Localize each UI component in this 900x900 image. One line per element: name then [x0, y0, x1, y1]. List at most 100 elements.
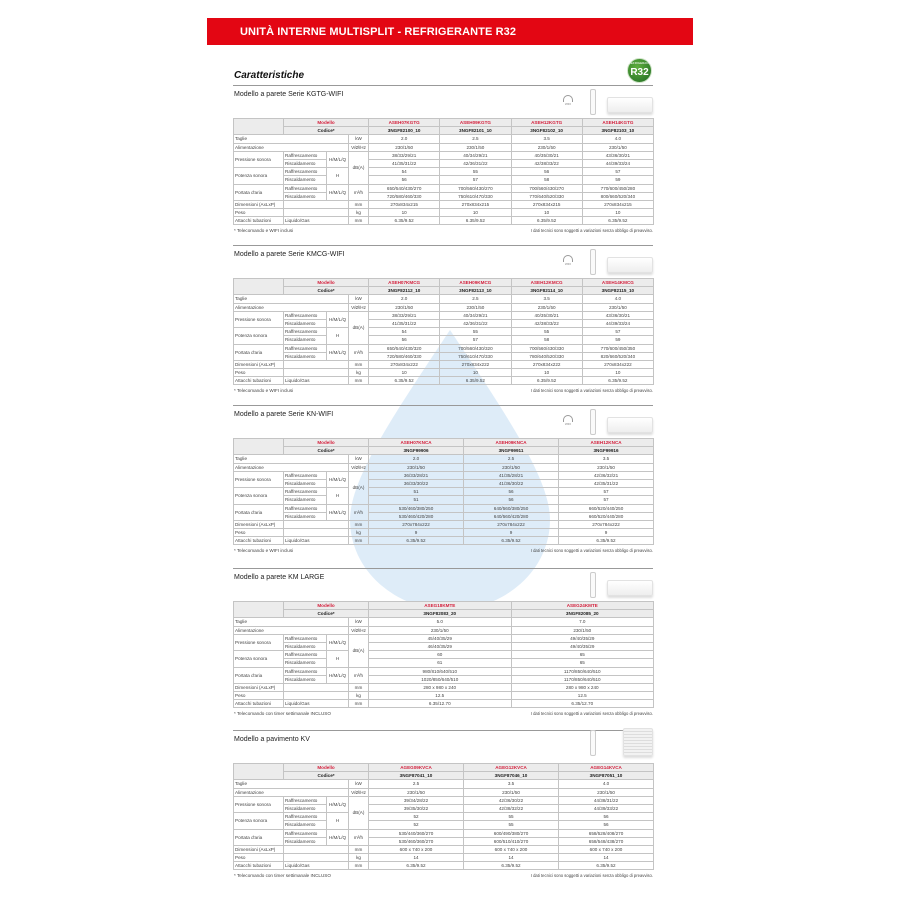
model-name: ASEH14KMCG: [581, 277, 655, 288]
row-label: H: [326, 167, 349, 185]
model-code: 3NGF82113_10: [439, 286, 512, 296]
value-cell: 230/1/50: [439, 302, 512, 312]
value-cell: 230/1/50: [368, 302, 441, 312]
footnote: * Telecomando e WIFI inclusi: [234, 388, 294, 393]
value-cell: 6.35/12.70: [368, 699, 512, 709]
row-label: Potenza sonora: [233, 650, 284, 668]
row-label: kW: [347, 454, 370, 464]
value-cell: 10: [510, 208, 583, 218]
value-cell: 650/540/430/320: [368, 343, 441, 353]
value-cell: 270x834x215: [439, 199, 512, 210]
value-cell: 10: [439, 208, 512, 218]
spec-table: Modello ASEH07KGTG ASEH09KGTG ASEH12KGTG ASE…: [233, 117, 655, 226]
row-label: Riscaldamento: [283, 335, 327, 345]
row-label: m³/h: [347, 666, 370, 684]
value-cell: 57: [581, 167, 655, 177]
value-cell: 230/1/50: [439, 142, 512, 152]
codice-label: Codice*: [282, 609, 370, 619]
row-label: kg: [347, 368, 370, 378]
value-cell: 9: [368, 528, 465, 538]
row-label: Peso: [233, 528, 284, 538]
value-cell: 57: [558, 487, 655, 497]
row-label: Raffrescamento: [283, 503, 327, 513]
wifi-icon: WIFI: [563, 415, 573, 427]
row-label: Raffrescamento: [283, 633, 327, 643]
value-cell: 280 x 980 x 240: [368, 682, 512, 693]
blank-cell: [283, 208, 349, 218]
codice-label: Codice*: [282, 771, 370, 781]
value-cell: 10: [581, 208, 655, 218]
value-cell: 230/1/50: [510, 142, 583, 152]
row-label: Attacchi tubazioni: [233, 376, 284, 386]
value-cell: 42/38/32/22: [463, 803, 560, 814]
blank-cell: [283, 359, 349, 370]
value-cell: 230/1/50: [368, 625, 512, 635]
value-cell: 530/460/380/250: [368, 503, 465, 513]
model-name: ASEH07KNCA: [368, 437, 465, 448]
row-label: Portata d'aria: [233, 828, 284, 846]
modello-label: Modello: [282, 277, 370, 288]
wifi-label: WIFI: [564, 102, 572, 106]
row-label: Taglie: [233, 779, 349, 789]
row-label: Alimentazione: [233, 625, 349, 635]
product-images: WIFI: [563, 247, 653, 277]
row-label: Riscaldamento: [283, 318, 327, 329]
row-label: V/Ø/Hz: [347, 462, 370, 472]
value-cell: 800/660/520/340: [581, 191, 655, 201]
divider: [233, 85, 653, 86]
model-name: AGEG09KVCA: [368, 762, 465, 773]
value-cell: 57: [439, 335, 512, 345]
row-label: mm: [347, 359, 370, 370]
wifi-icon: WIFI: [563, 95, 573, 107]
value-cell: 770/640/520/330: [510, 191, 583, 201]
row-label: dB(A): [347, 150, 370, 185]
modello-label: Modello: [282, 600, 370, 611]
row-label: Attacchi tubazioni: [233, 216, 284, 226]
value-cell: 230/1/50: [368, 787, 465, 797]
row-label: mm: [347, 699, 370, 709]
value-cell: 4.0: [558, 779, 655, 789]
value-cell: 600 x 740 x 200: [463, 844, 560, 855]
value-cell: 41/35/31/22: [368, 318, 441, 329]
row-label: H: [326, 487, 349, 505]
row-label: dB(A): [347, 310, 370, 345]
value-cell: 41/35/28/21: [463, 470, 560, 480]
disclaimer: I dati tecnici sono soggetti a variazion…: [530, 228, 653, 233]
row-label: dB(A): [347, 795, 370, 830]
value-cell: 58: [510, 335, 583, 345]
row-label: H/M/L/Q: [326, 470, 349, 489]
value-cell: 720/580/460/330: [368, 191, 441, 201]
row-label: Pressione sonora: [233, 633, 284, 652]
value-cell: 230/1/50: [368, 142, 441, 152]
modello-label: Modello: [282, 117, 370, 128]
model-name: ASEH09KMCG: [439, 277, 512, 288]
model-name: AGEG12KVCA: [463, 762, 560, 773]
row-label: Taglie: [233, 134, 349, 144]
row-label: mm: [347, 844, 370, 855]
badge-small-text: REFRIGERANT: [628, 61, 651, 65]
model-name: ASEH14KGTG: [581, 117, 655, 128]
row-label: kg: [347, 208, 370, 218]
value-cell: 700/560/430/270: [439, 183, 512, 193]
value-cell: 42/36/32/21: [558, 470, 655, 480]
value-cell: 6.35/9.52: [463, 861, 560, 871]
codice-label: Codice*: [282, 126, 370, 136]
row-label: H/M/L/Q: [326, 633, 349, 652]
value-cell: 54: [368, 327, 441, 337]
row-label: Liquido/Gas: [283, 376, 349, 386]
row-label: Dimensioni (AxLxP): [233, 199, 284, 210]
value-cell: 54: [368, 167, 441, 177]
value-cell: 270x834x215: [581, 199, 655, 210]
spec-section: Modello a parete KM LARGE Modello ASEG18K…: [233, 568, 655, 718]
value-cell: 46/40/35/29: [368, 641, 512, 652]
value-cell: 600/510/410/270: [463, 836, 560, 846]
row-label: Liquido/Gas: [283, 861, 349, 871]
model-name: ASEH09KGTG: [439, 117, 512, 128]
row-label: Raffrescamento: [283, 183, 327, 193]
value-cell: 650/540/430/270: [368, 183, 441, 193]
series-title: Modello a parete Serie KMCG-WIFI: [234, 251, 345, 258]
page-title: UNITÀ INTERNE MULTISPLIT - REFRIGERANTE …: [240, 26, 517, 38]
value-cell: 42/36/31/22: [439, 318, 512, 329]
value-cell: 59: [581, 335, 655, 345]
row-label: Pressione sonora: [233, 470, 284, 489]
